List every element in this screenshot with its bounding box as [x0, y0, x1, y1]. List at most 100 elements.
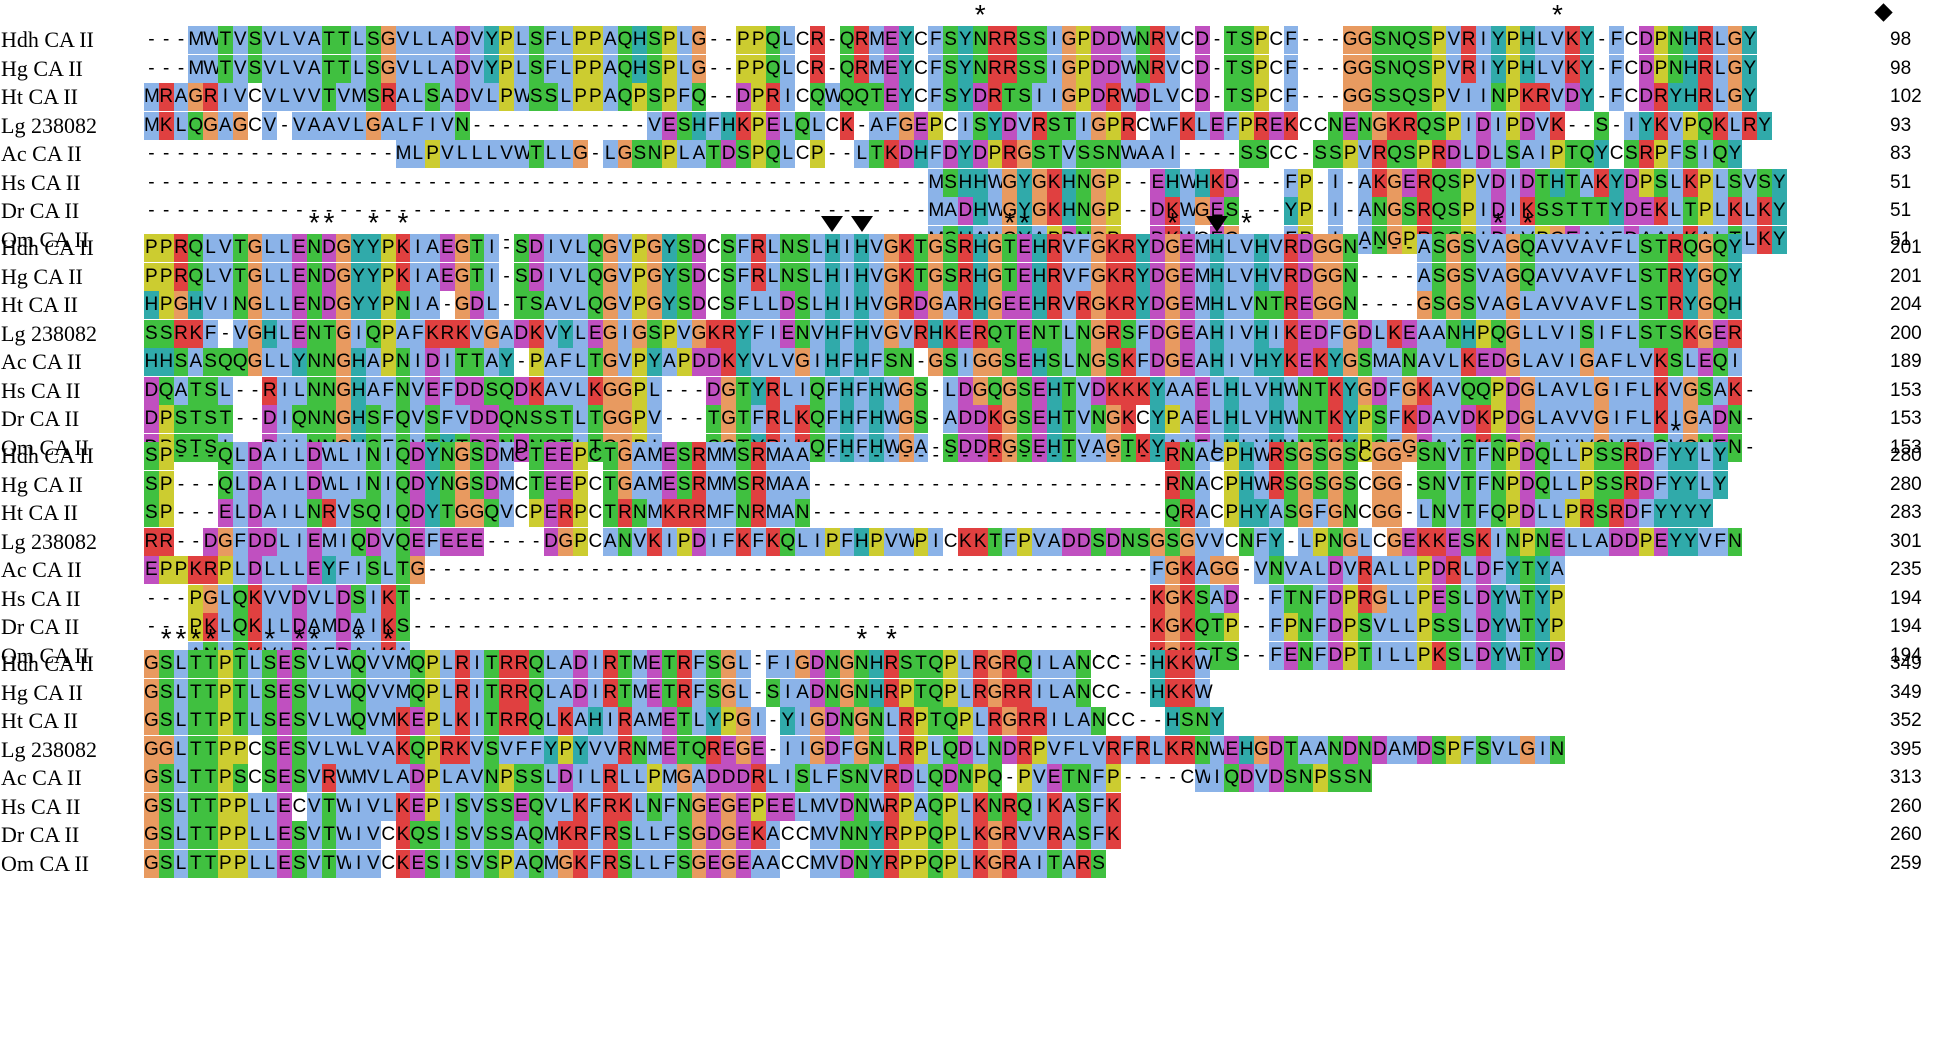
residue-cell: G — [1061, 26, 1077, 54]
residue-cell: L — [321, 584, 337, 613]
residue-cell: R — [602, 821, 618, 849]
residue-cell: E — [1476, 348, 1491, 376]
alignment-gap: - — [636, 616, 643, 637]
alignment-gap: - — [829, 616, 836, 637]
residue-cell: A — [632, 470, 648, 499]
residue-cell: D — [573, 678, 588, 707]
residue-cell: D — [336, 584, 352, 613]
alignment-gap: - — [681, 200, 688, 221]
residue-cell: L — [454, 140, 470, 168]
residue-cell: V — [262, 26, 278, 54]
active-site-triangle-marker — [850, 216, 873, 232]
alignment-gap: - — [192, 502, 199, 523]
residue-cell: A — [366, 348, 381, 376]
residue-cell: F — [1135, 348, 1151, 376]
residue-cell: N — [1076, 348, 1092, 376]
residue-cell: L — [810, 764, 825, 792]
residue-cell: T — [1224, 54, 1240, 83]
residue-cell: L — [1712, 197, 1728, 225]
residue-cell: L — [1535, 54, 1550, 83]
residue-cell: P — [1402, 225, 1417, 254]
residue-cell: L — [573, 376, 588, 405]
residue-cell: S — [913, 405, 929, 433]
residue-cell: L — [1520, 319, 1536, 348]
residue-cell: W — [336, 792, 354, 821]
residue-cell: R — [1046, 234, 1062, 262]
residue-cell: A — [1579, 291, 1595, 319]
residue-cell: G — [336, 262, 352, 291]
residue-cell: D — [958, 376, 973, 405]
residue-cell: S — [676, 262, 692, 291]
alignment-gap: - — [503, 559, 510, 580]
residue-cell: S — [292, 849, 307, 878]
residue-cell: E — [292, 262, 307, 291]
residue-cell: T — [188, 433, 204, 462]
residue-cell: H — [824, 319, 840, 348]
residue-cell: V — [558, 234, 574, 262]
residue-cell: G — [203, 111, 218, 140]
alignment-gap: - — [177, 616, 185, 637]
residue-cell: S — [1224, 641, 1240, 670]
residue-cell: D — [1372, 735, 1388, 764]
residue-cell: T — [188, 678, 204, 707]
alignment-gap: - — [222, 171, 229, 193]
residue-cell: H — [1209, 319, 1225, 348]
alignment-gap: - — [547, 587, 555, 609]
residue-cell: K — [188, 556, 204, 584]
residue-cell: L — [958, 792, 973, 821]
sequence-name-label: Hs CA II — [1, 377, 81, 403]
residue-cell: L — [1564, 442, 1580, 470]
residue-cell: N — [1076, 168, 1092, 197]
residue-cell: C — [1210, 473, 1224, 495]
residue-cell: A — [1579, 234, 1595, 262]
residue-cell: A — [1061, 821, 1077, 849]
residue-cell: Y — [647, 348, 662, 376]
alignment-gap: - — [962, 473, 969, 495]
residue-cell: A — [1416, 234, 1432, 262]
alignment-gap: - — [962, 445, 969, 466]
residue-cell: K — [247, 584, 263, 613]
residue-cell: L — [173, 707, 189, 735]
residue-cell: E — [1180, 262, 1195, 291]
alignment-gap: - — [917, 473, 925, 495]
alignment-gap: - — [666, 559, 673, 580]
residue-cell: E — [662, 735, 677, 764]
residue-cell: P — [158, 291, 174, 319]
alignment-gap: - — [1154, 502, 1161, 523]
residue-cell: D — [1342, 735, 1358, 764]
residue-cell: G — [1402, 433, 1417, 462]
alignment-gap: - — [148, 29, 155, 50]
residue-cell: G — [1298, 442, 1314, 470]
residue-cell: H — [824, 262, 840, 291]
residue-cell: S — [1372, 83, 1388, 111]
residue-cell: G — [188, 83, 204, 111]
residue-cell: Q — [839, 54, 855, 83]
residue-cell: G — [721, 405, 736, 433]
residue-cell: A — [262, 442, 278, 470]
alignment-gap: - — [1036, 559, 1043, 580]
conservation-asterisk-marker: * — [190, 623, 202, 654]
alignment-gap: - — [873, 502, 880, 523]
residue-cell: S — [158, 821, 174, 849]
residue-cell: Y — [1579, 26, 1595, 54]
residue-cell: E — [440, 262, 455, 291]
residue-cell: S — [1017, 54, 1032, 83]
residue-cell: S — [1594, 111, 1610, 140]
residue-cell: V — [1239, 234, 1254, 262]
residue-cell: P — [736, 26, 751, 54]
residue-cell: A — [780, 442, 796, 470]
residue-cell: G — [1357, 26, 1373, 54]
alignment-gap: - — [281, 114, 288, 136]
residue-cell: L — [218, 584, 233, 613]
residue-cell: C — [1624, 57, 1639, 79]
residue-cell: A — [632, 442, 648, 470]
residue-cell: N — [321, 405, 337, 433]
residue-cell: M — [810, 821, 826, 849]
residue-cell: F — [1609, 291, 1624, 319]
residue-cell: V — [824, 821, 840, 849]
residue-cell: L — [750, 291, 766, 319]
residue-cell: L — [277, 291, 292, 319]
alignment-gap: - — [1361, 265, 1369, 287]
residue-cell: F — [928, 26, 944, 54]
residue-cell: P — [928, 111, 944, 140]
